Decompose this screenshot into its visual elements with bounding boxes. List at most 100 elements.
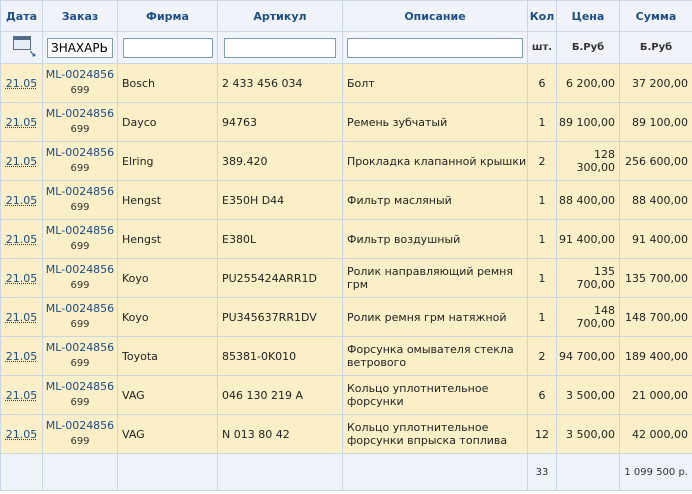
- date-link[interactable]: 21.05: [0, 297, 43, 337]
- order-cell: ML-0024856 699: [42, 219, 118, 259]
- date-filter-cell: ↘: [0, 31, 43, 64]
- description-cell: Прокладка клапанной крышки: [342, 141, 528, 181]
- qty-cell: 12: [527, 414, 557, 454]
- order-number-link[interactable]: ML-0024856: [45, 185, 115, 198]
- order-number-link[interactable]: ML-0024856: [45, 380, 115, 393]
- date-link[interactable]: 21.05: [0, 219, 43, 259]
- article-filter-input[interactable]: [224, 37, 336, 58]
- column-header-date[interactable]: Дата: [0, 0, 43, 32]
- totals-empty-cell: [217, 453, 343, 491]
- price-cell: 91 400,00: [556, 219, 620, 259]
- firm-cell: Koyo: [117, 297, 218, 337]
- description-cell: Кольцо уплотнительное форсунки впрыска т…: [342, 414, 528, 454]
- qty-cell: 1: [527, 102, 557, 142]
- order-subnumber: 699: [70, 85, 90, 96]
- order-number-link[interactable]: ML-0024856: [45, 419, 115, 432]
- order-cell: ML-0024856 699: [42, 258, 118, 298]
- order-cell: ML-0024856 699: [42, 141, 118, 181]
- order-number-link[interactable]: ML-0024856: [45, 341, 115, 354]
- price-cell: 135 700,00: [556, 258, 620, 298]
- order-number-link[interactable]: ML-0024856: [45, 146, 115, 159]
- order-subnumber: 699: [70, 202, 90, 213]
- description-filter-input[interactable]: [347, 37, 523, 58]
- date-link[interactable]: 21.05: [0, 180, 43, 220]
- firm-cell: VAG: [117, 414, 218, 454]
- qty-cell: 6: [527, 375, 557, 415]
- qty-cell: 1: [527, 297, 557, 337]
- description-cell: Фильтр масляный: [342, 180, 528, 220]
- date-link[interactable]: 21.05: [0, 63, 43, 103]
- date-link[interactable]: 21.05: [0, 414, 43, 454]
- totals-empty-cell: [342, 453, 528, 491]
- order-subnumber: 699: [70, 397, 90, 408]
- order-cell: ML-0024856 699: [42, 414, 118, 454]
- date-link[interactable]: 21.05: [0, 258, 43, 298]
- column-header-article[interactable]: Артикул: [217, 0, 343, 32]
- order-number-link[interactable]: ML-0024856: [45, 107, 115, 120]
- column-header-price[interactable]: Цена: [556, 0, 620, 32]
- column-header-sum[interactable]: Сумма: [619, 0, 692, 32]
- article-cell: PU255424ARR1D: [217, 258, 343, 298]
- order-subnumber: 699: [70, 163, 90, 174]
- column-header-description[interactable]: Описание: [342, 0, 528, 32]
- order-number-link[interactable]: ML-0024856: [45, 224, 115, 237]
- sum-cell: 21 000,00: [619, 375, 692, 415]
- firm-cell: Dayco: [117, 102, 218, 142]
- order-number-link[interactable]: ML-0024856: [45, 302, 115, 315]
- order-subnumber: 699: [70, 319, 90, 330]
- column-header-order[interactable]: Заказ: [42, 0, 118, 32]
- qty-cell: 1: [527, 258, 557, 298]
- table-row: 21.05 ML-0024856 699 VAG 046 130 219 A Кольцо…: [0, 375, 692, 415]
- table-row: 21.05 ML-0024856 699 Hengst E350H D44 Фильтр …: [0, 180, 692, 220]
- firm-filter-input[interactable]: [122, 37, 213, 58]
- order-cell: ML-0024856 699: [42, 102, 118, 142]
- sum-cell: 189 400,00: [619, 336, 692, 376]
- qty-cell: 1: [527, 219, 557, 259]
- price-unit-label: Б.Руб: [556, 31, 620, 64]
- description-cell: Ролик ремня грм натяжной: [342, 297, 528, 337]
- price-cell: 148 700,00: [556, 297, 620, 337]
- firm-cell: Koyo: [117, 258, 218, 298]
- article-filter-cell: [217, 31, 343, 64]
- sum-cell: 42 000,00: [619, 414, 692, 454]
- sum-cell: 148 700,00: [619, 297, 692, 337]
- firm-cell: Hengst: [117, 219, 218, 259]
- article-cell: 2 433 456 034: [217, 63, 343, 103]
- total-qty: 33: [527, 453, 557, 491]
- order-number-link[interactable]: ML-0024856: [45, 263, 115, 276]
- date-link[interactable]: 21.05: [0, 375, 43, 415]
- date-link[interactable]: 21.05: [0, 102, 43, 142]
- date-link[interactable]: 21.05: [0, 141, 43, 181]
- order-subnumber: 699: [70, 358, 90, 369]
- firm-filter-cell: [117, 31, 218, 64]
- order-filter-input[interactable]: [47, 37, 113, 58]
- firm-cell: Hengst: [117, 180, 218, 220]
- sum-unit-label: Б.Руб: [619, 31, 692, 64]
- description-cell: Ролик направляющий ремня грм: [342, 258, 528, 298]
- description-cell: Фильтр воздушный: [342, 219, 528, 259]
- article-cell: 389.420: [217, 141, 343, 181]
- table-row: 21.05 ML-0024856 699 Toyota 85381-0K010 Форсу…: [0, 336, 692, 376]
- table-row: 21.05 ML-0024856 699 Dayco 94763 Ремень зубча…: [0, 102, 692, 142]
- price-cell: 89 100,00: [556, 102, 620, 142]
- description-filter-cell: [342, 31, 528, 64]
- table-body: 21.05 ML-0024856 699 Bosch 2 433 456 034 Болт…: [0, 63, 692, 454]
- order-cell: ML-0024856 699: [42, 63, 118, 103]
- calendar-icon[interactable]: [12, 35, 31, 50]
- sum-cell: 91 400,00: [619, 219, 692, 259]
- column-header-firm[interactable]: Фирма: [117, 0, 218, 32]
- date-link[interactable]: 21.05: [0, 336, 43, 376]
- arrow-down-right-icon: ↘: [28, 49, 37, 60]
- article-cell: E380L: [217, 219, 343, 259]
- order-number-link[interactable]: ML-0024856: [45, 68, 115, 81]
- table-row: 21.05 ML-0024856 699 Hengst E380L Фильтр возд…: [0, 219, 692, 259]
- order-subnumber: 699: [70, 280, 90, 291]
- description-cell: Форсунка омывателя стекла ветрового: [342, 336, 528, 376]
- column-header-qty[interactable]: Кол: [527, 0, 557, 32]
- sum-cell: 135 700,00: [619, 258, 692, 298]
- price-cell: 6 200,00: [556, 63, 620, 103]
- totals-empty-cell: [117, 453, 218, 491]
- qty-cell: 6: [527, 63, 557, 103]
- table-row: 21.05 ML-0024856 699 Koyo PU255424ARR1D Ролик…: [0, 258, 692, 298]
- article-cell: 94763: [217, 102, 343, 142]
